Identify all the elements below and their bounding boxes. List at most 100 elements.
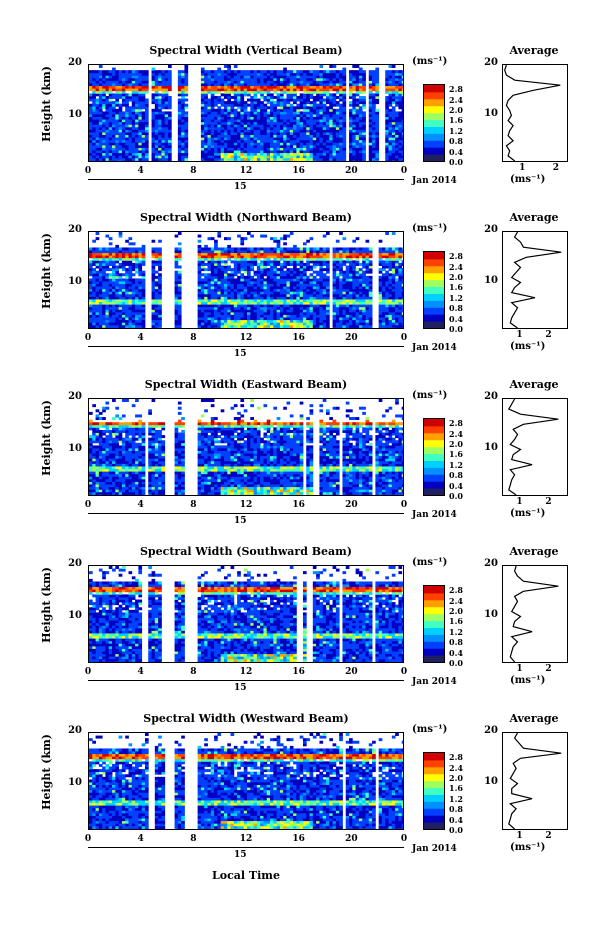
heatmap-cell	[401, 101, 403, 105]
heatmap-cell	[108, 306, 113, 310]
heatmap-cell	[197, 291, 202, 295]
heatmap-cell	[240, 242, 245, 246]
heatmap-cell	[204, 142, 208, 146]
heatmap-cell	[108, 101, 113, 105]
heatmap-cell	[121, 142, 126, 146]
heatmap-cell	[98, 65, 103, 68]
heatmap-cell	[326, 111, 330, 115]
heatmap-cell	[217, 268, 222, 272]
heatmap-cell	[135, 111, 139, 115]
heatmap-cell	[319, 88, 324, 92]
heatmap-cell	[214, 121, 218, 125]
heatmap-cell	[154, 72, 159, 76]
heatmap-cell	[138, 252, 143, 256]
heatmap-cell	[302, 311, 307, 315]
heatmap-cell	[108, 283, 113, 287]
heatmap-cell	[95, 111, 100, 115]
heatmap-cell	[115, 155, 120, 159]
heatmap-cell	[158, 268, 162, 272]
heatmap-cell	[144, 106, 149, 110]
heatmap-cell	[131, 296, 136, 300]
heatmap-cell	[375, 108, 380, 112]
heatmap-cell	[247, 304, 251, 308]
heatmap-cell	[286, 304, 291, 308]
heatmap-cell	[273, 75, 278, 79]
heatmap-cell	[335, 144, 340, 148]
average-x-tick-label: 1	[519, 163, 526, 173]
heatmap-cell	[151, 314, 156, 318]
heatmap-cell	[293, 93, 297, 97]
heatmap-cell	[302, 317, 307, 321]
heatmap-cell	[358, 137, 363, 141]
heatmap-cell	[322, 116, 327, 120]
heatmap-cell	[181, 98, 185, 102]
heatmap-cell	[395, 121, 399, 125]
heatmap-cell	[395, 129, 399, 133]
heatmap-cell	[270, 147, 274, 151]
heatmap-cell	[309, 77, 314, 81]
heatmap-cell	[276, 142, 281, 146]
heatmap-cell	[279, 262, 284, 266]
heatmap-cell	[151, 304, 156, 308]
heatmap-cell	[135, 319, 139, 323]
heatmap-cell	[125, 114, 129, 117]
heatmap-cell	[158, 281, 162, 284]
heatmap-cell	[358, 77, 363, 81]
heatmap-cell	[322, 88, 327, 92]
heatmap-cell	[302, 304, 307, 308]
heatmap-cell	[128, 147, 133, 151]
heatmap-cell	[200, 106, 205, 110]
heatmap-cell	[319, 72, 324, 76]
heatmap-cell	[273, 116, 278, 120]
heatmap-cell	[131, 70, 136, 74]
heatmap-cell	[309, 101, 314, 105]
heatmap-cell	[135, 281, 139, 284]
heatmap-cell	[388, 93, 393, 97]
heatmap-cell	[217, 72, 222, 76]
heatmap-cell	[197, 301, 202, 305]
heatmap-cell	[158, 155, 162, 159]
heatmap-cell	[302, 114, 307, 117]
heatmap-cell	[112, 319, 116, 323]
heatmap-cell	[302, 142, 307, 146]
heatmap-cell	[335, 124, 340, 128]
heatmap-cell	[158, 119, 162, 123]
heatmap-cell	[335, 83, 340, 87]
heatmap-cell	[260, 101, 264, 105]
heatmap-cell	[286, 309, 291, 313]
heatmap-cell	[184, 77, 189, 81]
heatmap-cell	[273, 111, 278, 115]
heatmap-cell	[115, 70, 120, 74]
heatmap-cell	[395, 142, 399, 146]
heatmap-cell	[220, 129, 225, 133]
heatmap-cell	[98, 314, 103, 318]
heatmap-cell	[276, 299, 281, 303]
heatmap-cell	[276, 242, 281, 246]
heatmap-cell	[135, 85, 139, 89]
heatmap-cell	[128, 286, 133, 290]
heatmap-cell	[286, 126, 291, 130]
heatmap-cell	[200, 293, 205, 297]
heatmap-cell	[312, 124, 317, 128]
heatmap-cell	[395, 157, 399, 161]
heatmap-cell	[319, 80, 324, 84]
x-tick-label: 12	[239, 166, 253, 176]
heatmap-cell	[326, 116, 330, 120]
heatmap-cell	[237, 291, 241, 295]
heatmap-cell	[95, 103, 100, 107]
heatmap-cell	[391, 124, 396, 128]
heatmap-cell	[279, 301, 284, 305]
heatmap-cell	[207, 306, 212, 310]
heatmap-cell	[115, 132, 120, 136]
heatmap-cell	[233, 114, 238, 117]
heatmap-cell	[177, 114, 182, 117]
heatmap-cell	[279, 101, 284, 105]
heatmap-cell	[263, 126, 268, 130]
heatmap-cell	[326, 126, 330, 130]
heatmap-cell	[375, 85, 380, 89]
heatmap-cell	[141, 150, 146, 154]
heatmap-cell	[220, 268, 225, 272]
heatmap-cell	[243, 311, 248, 315]
heatmap-cell	[168, 77, 172, 81]
heatmap-cell	[316, 247, 320, 251]
